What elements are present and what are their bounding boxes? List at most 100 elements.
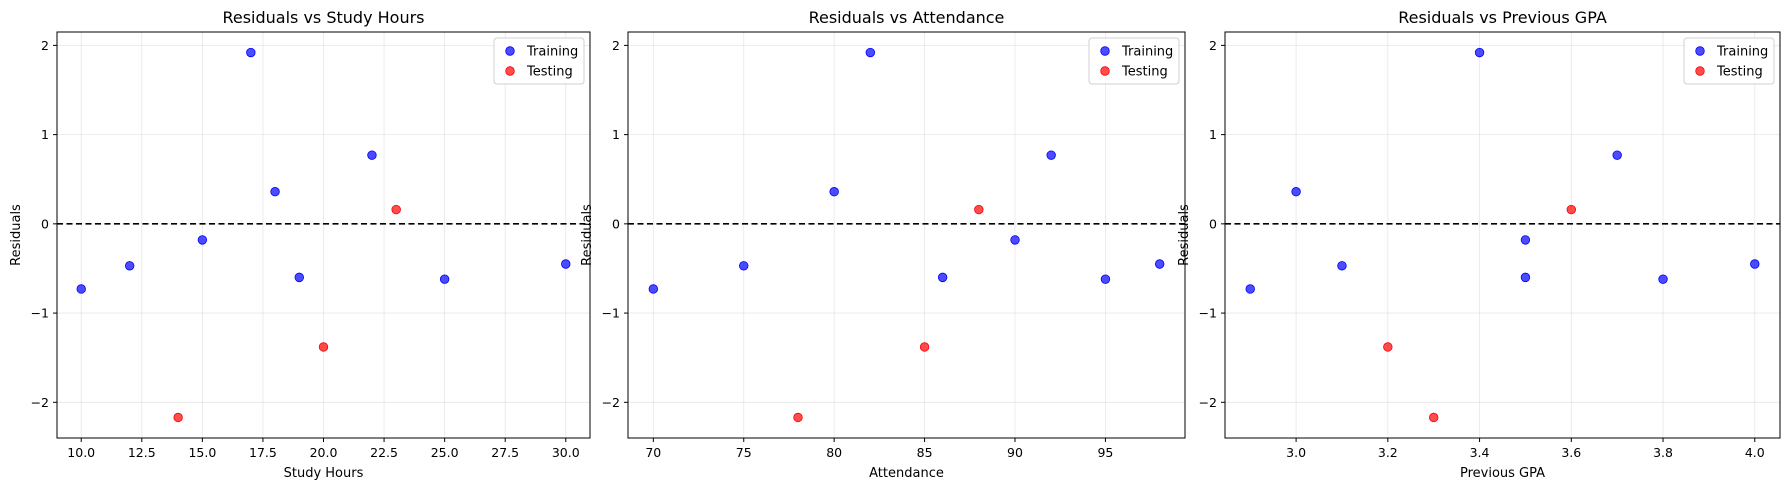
legend: Training Testing: [1683, 37, 1775, 85]
training-point: [1100, 274, 1111, 284]
training-point: [246, 47, 256, 58]
training-point: [1520, 235, 1531, 245]
x-axis-label: Attendance: [869, 466, 944, 481]
x-tick-label: 75: [736, 445, 752, 460]
testing-legend-marker: [1695, 66, 1705, 76]
training-point: [648, 284, 659, 294]
y-tick-label: −1: [31, 306, 49, 321]
training-point: [937, 272, 948, 283]
testing-point: [793, 412, 803, 423]
y-tick-label: 2: [612, 38, 620, 53]
x-tick-label: 20.0: [310, 445, 338, 460]
x-tick-label: 3.2: [1378, 445, 1398, 460]
training-point: [1010, 235, 1020, 245]
training-point: [1291, 187, 1301, 197]
training-point: [1750, 259, 1760, 269]
training-point: [124, 261, 135, 271]
training-point: [865, 47, 876, 58]
legend-label: Training: [1121, 45, 1173, 60]
testing-legend-marker: [1100, 66, 1110, 76]
x-axis-label: Previous GPA: [1460, 466, 1545, 481]
training-point: [1474, 47, 1485, 58]
y-tick-label: −2: [602, 395, 620, 410]
training-point: [1154, 259, 1165, 269]
training-point: [1658, 274, 1668, 284]
training-legend-marker: [1695, 46, 1705, 56]
x-tick-label: 10.0: [67, 445, 95, 460]
y-tick-label: 2: [41, 38, 49, 53]
x-tick-label: 95: [1097, 445, 1113, 460]
y-tick-label: 1: [41, 127, 49, 142]
training-legend-marker: [1100, 46, 1110, 56]
legend-box: [1088, 37, 1180, 85]
testing-legend-marker: [505, 66, 515, 76]
training-point: [561, 259, 571, 269]
training-point: [294, 272, 304, 283]
testing-point: [173, 412, 183, 423]
chart-title: Residuals vs Previous GPA: [1398, 8, 1607, 27]
y-tick-label: 1: [612, 127, 620, 142]
chart-title: Residuals vs Attendance: [809, 8, 1005, 27]
training-point: [1046, 150, 1056, 160]
legend-label: Training: [1716, 45, 1768, 60]
training-point: [76, 284, 86, 294]
x-tick-label: 4.0: [1745, 445, 1765, 460]
testing-point: [318, 342, 329, 352]
training-point: [1612, 150, 1622, 160]
chart-panel-3: 3.0 3.2 3.4 3.6 3.8 4.0 −2 −1 0 1 2 Residuals vs Pr…: [1177, 8, 1781, 481]
x-tick-label: 3.4: [1470, 445, 1490, 460]
x-tick-label: 17.5: [249, 445, 277, 460]
x-tick-label: 3.8: [1653, 445, 1673, 460]
testing-point: [1383, 342, 1393, 352]
testing-point: [391, 204, 401, 215]
x-tick-label: 85: [917, 445, 933, 460]
training-point: [1337, 261, 1347, 271]
y-tick-label: 2: [1209, 38, 1217, 53]
x-tick-label: 15.0: [188, 445, 216, 460]
chart-panel-1: 10.0 12.5 15.0 17.5 20.0 22.5 25.0 27.5 30.0 −2 −1…: [9, 8, 591, 481]
y-tick-label: 0: [612, 216, 620, 231]
training-point: [1520, 272, 1531, 283]
training-legend-marker: [505, 46, 515, 56]
legend-label: Testing: [1121, 65, 1168, 80]
x-tick-label: 80: [826, 445, 842, 460]
x-tick-label: 22.5: [370, 445, 398, 460]
training-point: [439, 274, 450, 284]
legend-label: Testing: [526, 65, 573, 80]
y-axis-label: Residuals: [580, 204, 595, 266]
testing-point: [1428, 412, 1439, 423]
y-tick-label: −2: [1199, 395, 1217, 410]
testing-point: [974, 204, 984, 215]
y-tick-label: 0: [1209, 216, 1217, 231]
x-tick-label: 90: [1007, 445, 1023, 460]
legend: Training Testing: [1088, 37, 1180, 85]
y-tick-label: −2: [31, 395, 49, 410]
x-tick-label: 25.0: [431, 445, 459, 460]
y-tick-label: −1: [1199, 306, 1217, 321]
testing-point: [919, 342, 930, 352]
training-point: [270, 187, 280, 197]
legend-box: [493, 37, 585, 85]
training-point: [739, 261, 749, 271]
x-tick-label: 3.6: [1561, 445, 1581, 460]
training-point: [1245, 284, 1255, 294]
y-tick-label: 0: [41, 216, 49, 231]
axes-frame: [627, 31, 1186, 439]
chart-panel-2: 70 75 80 85 90 95 −2 −1 0 1 2 Residuals vs Attendan…: [580, 8, 1186, 481]
x-tick-label: 3.0: [1286, 445, 1306, 460]
x-axis-label: Study Hours: [284, 466, 364, 481]
x-tick-label: 70: [645, 445, 661, 460]
legend-label: Testing: [1716, 65, 1763, 80]
axes-frame: [1224, 31, 1781, 439]
legend-label: Training: [526, 45, 578, 60]
x-tick-label: 12.5: [128, 445, 156, 460]
x-tick-label: 27.5: [491, 445, 519, 460]
y-axis-label: Residuals: [1177, 204, 1192, 266]
training-point: [367, 150, 377, 160]
testing-point: [1566, 204, 1577, 215]
training-point: [829, 187, 839, 197]
chart-title: Residuals vs Study Hours: [222, 8, 424, 27]
training-point: [197, 235, 208, 245]
y-tick-label: −1: [602, 306, 620, 321]
